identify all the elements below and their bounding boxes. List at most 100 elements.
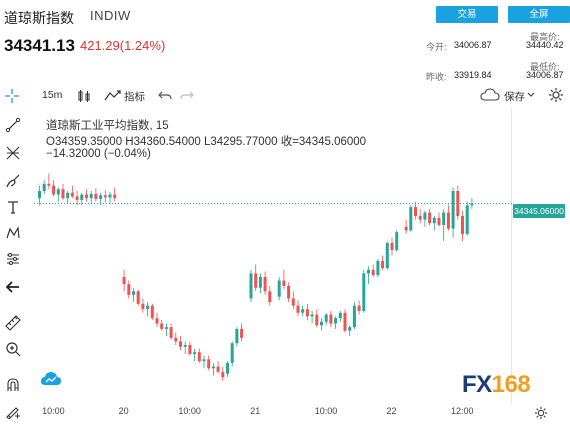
pattern-tool-icon[interactable]: [4, 224, 22, 242]
candle: [437, 212, 441, 227]
candle: [207, 355, 211, 371]
candle: [315, 309, 319, 328]
candle: [122, 269, 126, 292]
candle-body: [390, 242, 394, 251]
candle: [113, 187, 117, 202]
candle-body: [414, 207, 417, 217]
symbol-code: INDIW: [90, 8, 131, 23]
chevron-down-icon[interactable]: [526, 90, 536, 103]
candle-body: [291, 298, 295, 306]
candle-body: [348, 327, 352, 331]
redo-icon[interactable]: [180, 88, 194, 105]
candle: [99, 192, 103, 206]
x-axis-tick-label: 20: [118, 406, 129, 416]
candle: [343, 309, 347, 333]
candle-body: [428, 212, 432, 224]
candle: [390, 237, 394, 256]
candle: [108, 192, 112, 204]
candle-body: [89, 193, 93, 199]
candle-body: [160, 323, 164, 329]
zoom-in-icon[interactable]: [4, 340, 22, 358]
x-axis-tick-label: 10:00: [42, 406, 65, 416]
candle: [428, 208, 432, 226]
candle: [132, 287, 135, 303]
indicators-button[interactable]: 指标: [124, 91, 145, 103]
candle: [287, 282, 291, 303]
candle: [188, 341, 192, 356]
candle: [367, 266, 370, 285]
trend-line-icon[interactable]: [4, 116, 22, 134]
candle: [395, 230, 399, 252]
undo-icon[interactable]: [158, 88, 172, 105]
candle-body: [254, 273, 258, 288]
candle-body: [113, 194, 117, 199]
candle-body: [66, 192, 70, 199]
candle: [226, 361, 229, 378]
cloud-chart-icon[interactable]: [40, 370, 62, 388]
brush-icon[interactable]: [4, 172, 22, 190]
candle: [52, 180, 56, 197]
page-title: 道琼斯指数: [4, 10, 74, 26]
candle: [254, 264, 258, 292]
magnet-icon[interactable]: [4, 376, 22, 394]
text-tool-icon[interactable]: [4, 198, 22, 216]
candle-body: [183, 345, 187, 347]
interval-selector[interactable]: 15m: [42, 89, 63, 101]
candle-body: [371, 269, 375, 276]
candle: [66, 190, 70, 204]
candle-body: [376, 260, 380, 276]
candle: [235, 327, 239, 347]
candle-body: [329, 314, 333, 324]
axis-settings-gear-icon[interactable]: [534, 406, 548, 425]
candle: [423, 210, 427, 227]
candle: [301, 305, 305, 317]
fullscreen-button[interactable]: 全屏: [508, 6, 570, 23]
candle: [174, 332, 178, 346]
crosshair-icon[interactable]: [4, 88, 20, 107]
candle-body: [141, 303, 145, 310]
cloud-save-icon[interactable]: [480, 88, 500, 105]
candle: [446, 205, 450, 231]
candle: [432, 216, 436, 231]
x-axis-tick-label: 22: [386, 406, 397, 416]
candlestick-chart[interactable]: [34, 108, 512, 404]
candle: [338, 310, 342, 322]
candle-type-icon[interactable]: [76, 88, 92, 107]
trade-button[interactable]: 交易: [436, 6, 498, 23]
candle-body: [334, 318, 338, 324]
x-axis-tick-label: 12:00: [451, 406, 474, 416]
fib-tool-icon[interactable]: [4, 144, 22, 162]
candle: [268, 285, 272, 306]
candle: [258, 273, 262, 294]
ruler-icon[interactable]: [4, 314, 22, 332]
candle-body: [188, 345, 192, 354]
indicators-icon[interactable]: [104, 88, 122, 107]
candle-body: [230, 343, 234, 363]
candle: [320, 318, 323, 331]
candle-body: [155, 318, 159, 324]
candle: [418, 208, 422, 224]
x-axis-tick-label: 21: [250, 406, 261, 416]
candle-body: [211, 366, 215, 369]
today-open-label: 今开:: [426, 42, 447, 52]
candle: [70, 185, 74, 199]
candle: [414, 201, 417, 220]
candle: [197, 348, 201, 363]
measure-tool-icon[interactable]: [4, 250, 22, 268]
candle-body: [315, 314, 319, 326]
candle: [249, 269, 253, 303]
candle: [89, 190, 93, 204]
candle-body: [207, 359, 211, 369]
high-label: 最高价:: [530, 32, 560, 42]
arrow-left-icon[interactable]: [4, 278, 22, 296]
settings-gear-icon[interactable]: [548, 87, 564, 106]
candle: [179, 336, 182, 351]
candle: [38, 185, 41, 206]
price-change: 421.29(1.24%): [80, 38, 166, 53]
candle-body: [56, 189, 60, 195]
lock-drawing-icon[interactable]: [4, 402, 22, 420]
candle-body: [136, 291, 140, 304]
save-button[interactable]: 保存: [504, 91, 525, 103]
prev-close-label: 昨收:: [426, 72, 447, 82]
candle: [169, 323, 173, 340]
